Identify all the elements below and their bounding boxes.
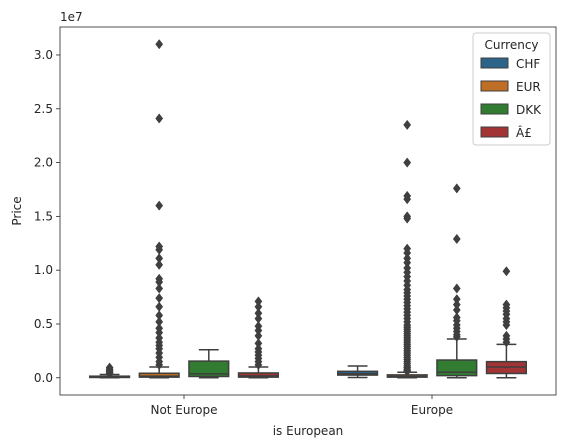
legend-swatch-DKK	[480, 103, 509, 115]
legend-swatch-Â£	[480, 126, 509, 138]
outlier-point	[155, 241, 164, 252]
outlier-point	[155, 293, 164, 304]
outlier-point	[403, 211, 412, 222]
y-tick-label: 1.0	[34, 263, 53, 277]
outlier-point	[155, 310, 164, 321]
x-axis-label: is European	[273, 424, 344, 438]
outlier-point	[155, 273, 164, 284]
plot-frame	[59, 26, 557, 396]
iqr-box	[138, 372, 180, 378]
box-Â£-Not Europe	[237, 296, 279, 379]
outlier-point	[452, 304, 461, 316]
y-tick-label: 1.5	[34, 209, 53, 223]
x-axis: Not Europe Europe	[150, 395, 453, 417]
outlier-point	[403, 119, 412, 131]
box-Â£-Europe	[485, 266, 527, 379]
legend-label: DKK	[516, 103, 542, 117]
iqr-box	[188, 360, 230, 378]
y-tick-label: 2.5	[34, 102, 53, 116]
box-CHF-Not Europe	[89, 362, 131, 379]
outlier-point	[155, 259, 164, 270]
outlier-point	[452, 312, 461, 323]
outlier-point	[155, 200, 164, 211]
y-axis-label: Price	[10, 196, 24, 225]
outlier-point	[403, 262, 412, 274]
outlier-point	[502, 330, 511, 341]
outlier-point	[403, 253, 412, 264]
outlier-point	[403, 190, 412, 202]
outlier-point	[452, 183, 461, 194]
x-tick-label: Europe	[411, 403, 453, 417]
outlier-point	[502, 299, 511, 310]
outlier-point	[403, 157, 412, 168]
outlier-point	[452, 299, 461, 310]
outlier-point	[254, 313, 263, 324]
box-EUR-Europe	[386, 119, 428, 379]
outlier-point	[155, 323, 164, 334]
outlier-point	[452, 294, 461, 305]
outlier-point	[155, 283, 164, 294]
legend-label: CHF	[516, 57, 540, 71]
iqr-box	[436, 359, 478, 377]
outlier-point	[452, 283, 461, 294]
box-EUR-Not Europe	[138, 39, 180, 379]
y-tick-label: 0.5	[34, 317, 53, 331]
outlier-point	[155, 113, 164, 124]
legend-label: Â£	[516, 125, 532, 140]
outlier-point	[155, 332, 164, 344]
legend: Currency CHF EUR DKK Â£	[472, 32, 551, 146]
outlier-point	[105, 362, 114, 373]
iqr-box	[237, 372, 279, 378]
y-axis: 0.0 0.5 1.0 1.5 2.0 2.5 3.0	[34, 48, 60, 385]
outlier-point	[254, 321, 263, 332]
boxes-layer	[89, 39, 527, 379]
outlier-point	[254, 343, 263, 354]
legend-swatch-CHF	[480, 57, 509, 69]
outlier-point	[403, 243, 412, 254]
legend-swatch-EUR	[480, 80, 509, 92]
y-tick-label: 3.0	[34, 48, 53, 62]
outlier-point	[155, 253, 164, 264]
outlier-point	[254, 330, 263, 341]
box-CHF-Europe	[337, 365, 379, 379]
outlier-point	[502, 266, 511, 277]
outlier-point	[155, 316, 164, 327]
y-tick-label: 0.0	[34, 371, 53, 385]
outlier-point	[254, 301, 263, 312]
legend-title: Currency	[484, 38, 538, 52]
box-DKK-Not Europe	[188, 349, 230, 379]
box-DKK-Europe	[436, 183, 478, 379]
legend-label: EUR	[516, 80, 541, 94]
outlier-point	[254, 296, 263, 307]
outlier-point	[254, 308, 263, 319]
y-offset-label: 1e7	[60, 10, 83, 24]
x-tick-label: Not Europe	[150, 403, 217, 417]
outlier-point	[155, 301, 164, 312]
outlier-point	[254, 338, 263, 349]
y-tick-label: 2.0	[34, 156, 53, 170]
outlier-point	[452, 233, 461, 245]
outlier-point	[155, 39, 164, 50]
